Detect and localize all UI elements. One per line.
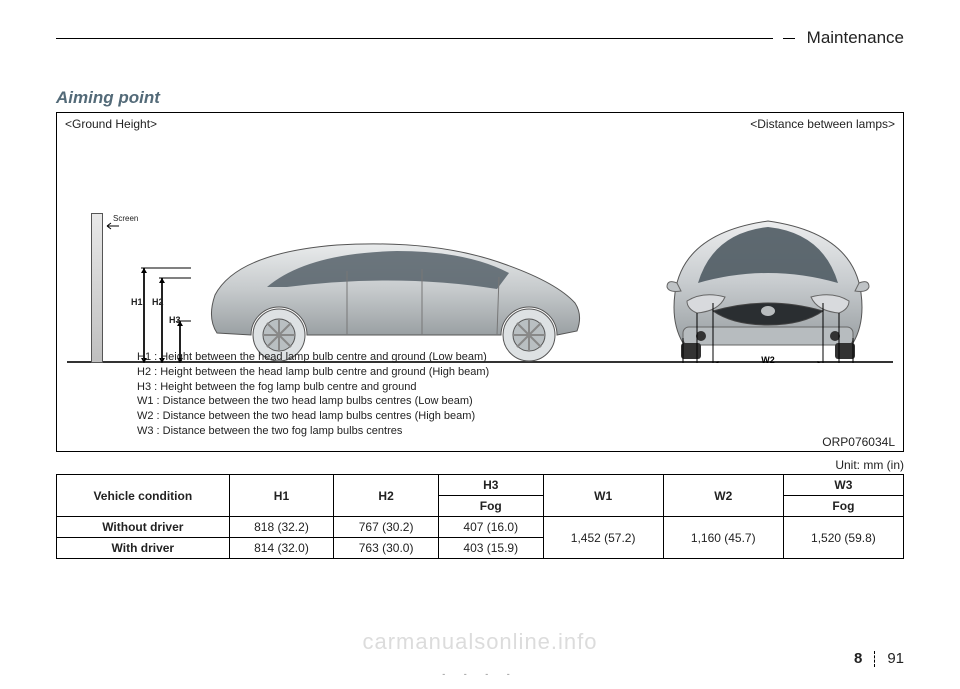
cell: 1,160 (45.7) xyxy=(663,517,783,559)
legend-line: W2 : Distance between the two head lamp … xyxy=(137,409,489,424)
footer-chapter: 8 xyxy=(854,650,862,667)
screen-arrow-icon xyxy=(105,217,119,235)
section-title: Aiming point xyxy=(56,88,904,108)
row-with-label: With driver xyxy=(57,538,230,559)
unit-note: Unit: mm (in) xyxy=(56,458,904,472)
col-h3: H3 xyxy=(438,475,543,496)
col-vehicle-condition: Vehicle condition xyxy=(57,475,230,517)
legend-line: H2 : Height between the head lamp bulb c… xyxy=(137,365,489,380)
figure-legend: H1 : Height between the head lamp bulb c… xyxy=(137,350,489,439)
col-h2: H2 xyxy=(334,475,439,517)
dim-h3-label: H3 xyxy=(169,315,181,325)
footer-page: 91 xyxy=(887,650,904,667)
cell: 1,452 (57.2) xyxy=(543,517,663,559)
col-h1: H1 xyxy=(229,475,334,517)
col-w3-fog: Fog xyxy=(783,496,903,517)
table-header-row: Vehicle condition H1 H2 H3 W1 W2 W3 xyxy=(57,475,904,496)
header-rule: Maintenance xyxy=(56,28,904,48)
col-w1: W1 xyxy=(543,475,663,517)
col-h3-fog: Fog xyxy=(438,496,543,517)
cell: 763 (30.0) xyxy=(334,538,439,559)
page-footer: 8 91 xyxy=(854,650,904,667)
spec-table: Vehicle condition H1 H2 H3 W1 W2 W3 Fog … xyxy=(56,474,904,559)
col-w3: W3 xyxy=(783,475,903,496)
figure-caption-right: <Distance between lamps> xyxy=(750,117,895,131)
dim-w2-label: W2 xyxy=(761,355,775,363)
screen-wall xyxy=(91,213,103,363)
legend-line: H3 : Height between the fog lamp bulb ce… xyxy=(137,380,489,395)
car-front-icon: W2 W1 W3 xyxy=(653,193,883,363)
dim-arrows-icon xyxy=(135,243,195,363)
crop-marks-icon: - - - - xyxy=(442,669,518,679)
car-side-icon xyxy=(197,223,587,363)
width-dimensions: W2 W1 W3 xyxy=(653,193,883,363)
legend-line: H1 : Height between the head lamp bulb c… xyxy=(137,350,489,365)
rule-short xyxy=(783,38,795,39)
footer-divider xyxy=(874,651,875,667)
dim-h1-label: H1 xyxy=(131,297,143,307)
table-row: Without driver 818 (32.2) 767 (30.2) 407… xyxy=(57,517,904,538)
cell: 814 (32.0) xyxy=(229,538,334,559)
watermark: carmanualsonline.info xyxy=(0,629,960,655)
cell: 407 (16.0) xyxy=(438,517,543,538)
section-label: Maintenance xyxy=(795,28,904,48)
cell: 1,520 (59.8) xyxy=(783,517,903,559)
legend-line: W1 : Distance between the two head lamp … xyxy=(137,394,489,409)
figure-box: <Ground Height> <Distance between lamps>… xyxy=(56,112,904,452)
figure-drawing: Screen H1 H2 H3 xyxy=(67,143,893,363)
height-dimensions: H1 H2 H3 xyxy=(135,243,195,363)
figure-code: ORP076034L xyxy=(822,435,895,449)
dim-h2-label: H2 xyxy=(152,297,164,307)
cell: 818 (32.2) xyxy=(229,517,334,538)
row-without-label: Without driver xyxy=(57,517,230,538)
col-w2: W2 xyxy=(663,475,783,517)
cell: 767 (30.2) xyxy=(334,517,439,538)
figure-caption-left: <Ground Height> xyxy=(65,117,157,131)
cell: 403 (15.9) xyxy=(438,538,543,559)
legend-line: W3 : Distance between the two fog lamp b… xyxy=(137,424,489,439)
rule-long xyxy=(56,38,773,39)
